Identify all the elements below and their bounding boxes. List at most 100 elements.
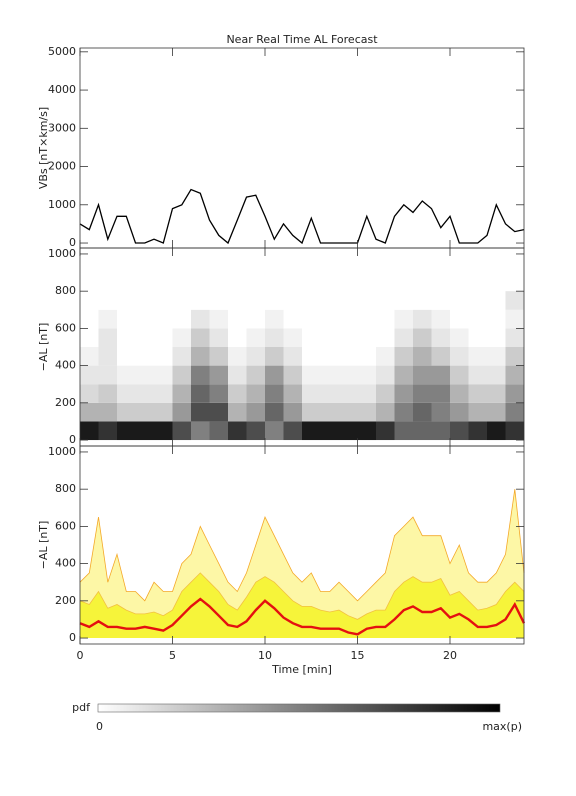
heat-cell (487, 365, 506, 385)
heat-cell (209, 291, 228, 310)
heat-cell (376, 421, 395, 441)
heat-cell (431, 328, 450, 347)
heat-cell (135, 328, 154, 347)
heat-cell (191, 421, 210, 441)
heat-cell (135, 421, 154, 441)
heat-cell (283, 402, 302, 422)
heat-cell (172, 384, 191, 403)
heat-cell (265, 309, 284, 329)
y-tick-label: 600 (55, 321, 76, 334)
heat-cell (431, 347, 450, 366)
heat-cell (413, 347, 432, 366)
heat-cell (468, 384, 487, 403)
heat-cell (505, 309, 524, 329)
heat-cell (302, 421, 321, 441)
heat-cell (394, 365, 413, 385)
y-tick-label: 1000 (48, 198, 76, 211)
heat-cell (246, 402, 265, 422)
heat-cell (450, 384, 469, 403)
heat-cell (209, 421, 228, 441)
heat-cell (357, 365, 376, 385)
heat-cell (228, 384, 247, 403)
y-tick-label: 1000 (48, 445, 76, 458)
heat-cell (450, 402, 469, 422)
heat-cell (117, 347, 136, 366)
heat-cell (450, 347, 469, 366)
heat-cell (246, 347, 265, 366)
heat-cell (320, 365, 339, 385)
heat-cell (339, 384, 358, 403)
heat-cell (487, 328, 506, 347)
heat-cell (98, 402, 117, 422)
heat-cell (191, 402, 210, 422)
heat-cell (98, 421, 117, 441)
heat-cell (98, 309, 117, 329)
heat-cell (339, 291, 358, 310)
heat-cell (357, 328, 376, 347)
heat-cell (80, 291, 99, 310)
heat-cell (450, 291, 469, 310)
heat-cell (80, 328, 99, 347)
heat-cell (357, 421, 376, 441)
heat-cell (413, 421, 432, 441)
heat-cell (450, 328, 469, 347)
heat-cell (283, 309, 302, 329)
heat-cell (117, 291, 136, 310)
y-tick-label: 5000 (48, 45, 76, 58)
x-tick-label: 10 (258, 649, 272, 662)
heat-cell (468, 365, 487, 385)
series-line (79, 489, 525, 602)
heat-cell (505, 365, 524, 385)
heat-cell (431, 309, 450, 329)
heat-cell (209, 365, 228, 385)
plot-frame (79, 47, 525, 249)
heat-cell (394, 347, 413, 366)
heat-cell (265, 328, 284, 347)
heat-cell (339, 347, 358, 366)
x-axis-label: Time [min] (271, 663, 332, 676)
heat-cell (302, 328, 321, 347)
heat-cell (320, 384, 339, 403)
series-line (79, 572, 525, 620)
y-tick-label: 3000 (48, 121, 76, 134)
heat-cell (228, 421, 247, 441)
heat-cell (80, 309, 99, 329)
heat-cell (98, 384, 117, 403)
x-tick-label: 5 (169, 649, 176, 662)
heat-cell (265, 365, 284, 385)
heat-cell (154, 421, 173, 441)
heat-cell (413, 328, 432, 347)
heat-cell (505, 347, 524, 366)
heat-cell (265, 291, 284, 310)
heat-cell (450, 365, 469, 385)
heat-cell (339, 365, 358, 385)
heat-cell (80, 365, 99, 385)
heat-cell (228, 365, 247, 385)
y-axis-label: −AL [nT] (37, 323, 50, 372)
heat-cell (376, 365, 395, 385)
heat-cell (302, 347, 321, 366)
heat-cell (117, 384, 136, 403)
y-tick-label: 400 (55, 557, 76, 570)
y-tick-label: 400 (55, 359, 76, 372)
heat-cell (394, 421, 413, 441)
heat-cell (376, 291, 395, 310)
heat-cell (246, 291, 265, 310)
y-tick-label: 2000 (48, 160, 76, 173)
y-tick-label: 0 (69, 631, 76, 644)
heat-cell (302, 365, 321, 385)
heat-cell (339, 328, 358, 347)
heat-cell (209, 384, 228, 403)
heat-cell (228, 402, 247, 422)
heat-cell (117, 309, 136, 329)
heat-cell (209, 347, 228, 366)
heat-cell (413, 402, 432, 422)
heat-cell (394, 402, 413, 422)
y-tick-label: 1000 (48, 247, 76, 260)
heat-cell (265, 384, 284, 403)
colorbar-min-label: 0 (96, 720, 103, 733)
heat-cell (265, 347, 284, 366)
y-tick-label: 0 (69, 236, 76, 249)
x-tick-label: 15 (351, 649, 365, 662)
heat-cell (228, 291, 247, 310)
